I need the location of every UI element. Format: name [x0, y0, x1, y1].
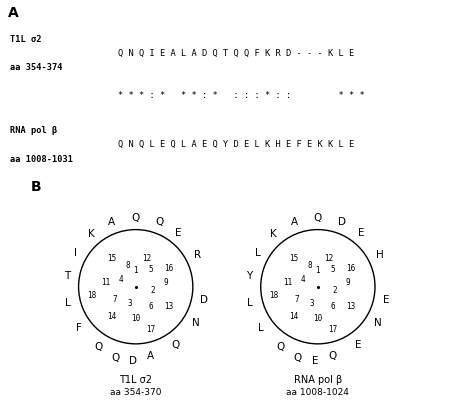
Text: L: L — [65, 298, 71, 308]
Text: Q: Q — [294, 352, 302, 362]
Text: 3: 3 — [310, 299, 315, 308]
Text: 18: 18 — [269, 290, 279, 299]
Text: Q: Q — [171, 339, 180, 349]
Text: D: D — [129, 355, 137, 365]
Text: aa 1008-1024: aa 1008-1024 — [287, 387, 350, 396]
Text: 2: 2 — [332, 285, 337, 294]
Text: Q N Q L E Q L A E Q Y D E L K H E F E K K L E: Q N Q L E Q L A E Q Y D E L K H E F E K … — [118, 140, 354, 149]
Text: Q: Q — [111, 352, 120, 362]
Text: 6: 6 — [149, 301, 153, 310]
Text: A: A — [290, 217, 298, 227]
Text: 1: 1 — [315, 266, 320, 274]
Text: Q: Q — [95, 341, 103, 351]
Text: 3: 3 — [128, 299, 132, 308]
Text: 8: 8 — [308, 260, 312, 269]
Text: 11: 11 — [283, 277, 292, 286]
Text: Q N Q I E A L A D Q T Q Q F K R D - - - K L E: Q N Q I E A L A D Q T Q Q F K R D - - - … — [118, 49, 354, 58]
Text: 14: 14 — [107, 311, 116, 320]
Text: 5: 5 — [331, 264, 336, 273]
Text: * * * : *   * * : *   : : : * : :         * * *: * * * : * * * : * : : : * : : * * * — [118, 90, 365, 100]
Text: 1: 1 — [133, 266, 138, 274]
Text: 6: 6 — [331, 301, 336, 310]
Text: 9: 9 — [164, 277, 168, 286]
Text: A: A — [8, 6, 19, 20]
Text: A: A — [108, 217, 116, 227]
Text: T1L σ2: T1L σ2 — [10, 35, 41, 44]
Text: RNA pol β: RNA pol β — [294, 374, 342, 384]
Text: R: R — [194, 249, 201, 259]
Text: 12: 12 — [324, 254, 333, 263]
Text: 13: 13 — [346, 301, 355, 310]
Text: T1L σ2: T1L σ2 — [119, 374, 152, 384]
Text: 16: 16 — [346, 264, 355, 273]
Text: E: E — [355, 339, 361, 349]
Text: 9: 9 — [346, 277, 350, 286]
Text: A: A — [147, 350, 154, 360]
Text: 17: 17 — [329, 324, 338, 333]
Text: 10: 10 — [131, 313, 140, 322]
Text: F: F — [75, 322, 82, 332]
Text: L: L — [258, 322, 264, 332]
Text: K: K — [88, 229, 94, 239]
Text: 11: 11 — [101, 277, 110, 286]
Text: Q: Q — [277, 341, 285, 351]
Text: 16: 16 — [164, 264, 173, 273]
Text: Q: Q — [328, 350, 336, 360]
Text: E: E — [175, 227, 182, 237]
Text: 18: 18 — [87, 290, 96, 299]
Text: E: E — [357, 227, 364, 237]
Text: 17: 17 — [146, 324, 156, 333]
Text: 10: 10 — [313, 313, 322, 322]
Text: Y: Y — [246, 270, 253, 280]
Text: 13: 13 — [164, 301, 173, 310]
Text: 4: 4 — [118, 274, 123, 283]
Text: E: E — [312, 355, 319, 365]
Text: 14: 14 — [289, 311, 298, 320]
Text: Q: Q — [156, 217, 164, 227]
Text: 5: 5 — [149, 264, 153, 273]
Text: B: B — [31, 180, 41, 194]
Text: aa 1008-1031: aa 1008-1031 — [10, 154, 73, 164]
Text: 7: 7 — [113, 294, 117, 304]
Text: E: E — [383, 294, 390, 304]
Text: 15: 15 — [107, 254, 116, 263]
Text: aa 354-374: aa 354-374 — [10, 63, 62, 72]
Text: L: L — [247, 298, 253, 308]
Text: N: N — [374, 317, 382, 327]
Text: H: H — [376, 249, 384, 259]
Text: I: I — [74, 247, 77, 257]
Text: D: D — [338, 217, 346, 227]
Text: K: K — [270, 229, 276, 239]
Text: N: N — [192, 317, 200, 327]
Text: Q: Q — [131, 213, 140, 223]
Text: L: L — [254, 247, 260, 257]
Text: 12: 12 — [142, 254, 151, 263]
Text: 2: 2 — [150, 285, 155, 294]
Text: T: T — [64, 270, 70, 280]
Text: 4: 4 — [301, 274, 305, 283]
Text: RNA pol β: RNA pol β — [10, 126, 57, 135]
Text: 8: 8 — [125, 260, 130, 269]
Text: D: D — [200, 294, 208, 304]
Text: Q: Q — [314, 213, 322, 223]
Text: aa 354-370: aa 354-370 — [110, 387, 161, 396]
Text: 7: 7 — [295, 294, 299, 304]
Text: 15: 15 — [289, 254, 298, 263]
